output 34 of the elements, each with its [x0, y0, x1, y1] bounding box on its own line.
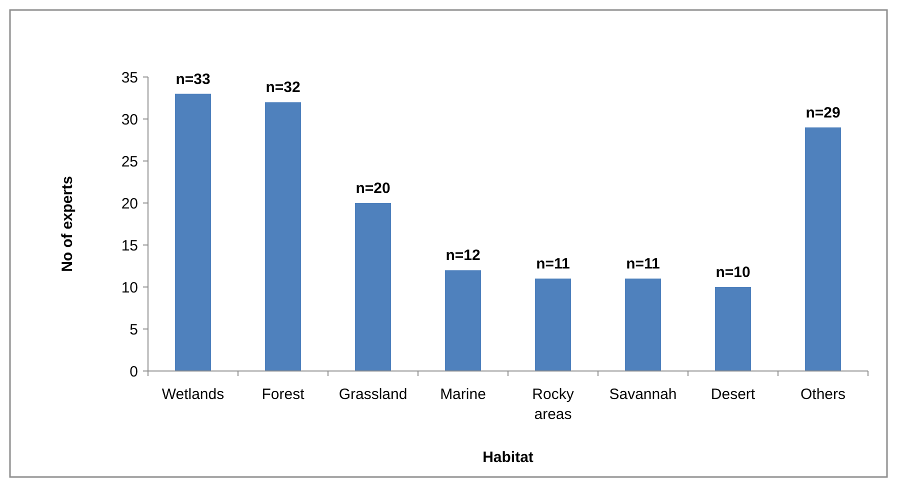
y-tick-label: 15	[121, 237, 138, 254]
bar	[265, 102, 301, 371]
data-label: n=12	[446, 247, 480, 264]
y-tick-label: 35	[121, 69, 138, 86]
data-label: n=10	[716, 264, 750, 281]
bar	[715, 287, 751, 371]
x-tick-label: Desert	[710, 386, 756, 403]
x-tick-label: Grassland	[338, 386, 408, 403]
bar	[805, 127, 841, 371]
x-tick-label: Rocky areas	[532, 386, 574, 423]
x-tick-label: Wetlands	[162, 386, 224, 403]
bar	[355, 203, 391, 371]
y-tick-label: 10	[121, 279, 138, 296]
x-tick-label: Savannah	[609, 386, 677, 403]
y-tick-label: 0	[130, 363, 138, 380]
data-label: n=32	[266, 79, 300, 96]
bar	[175, 94, 211, 371]
x-tick-label: Forest	[262, 386, 306, 403]
data-label: n=33	[176, 70, 210, 88]
bar	[535, 278, 571, 371]
data-label: n=20	[356, 180, 390, 197]
y-tick-label: 5	[130, 321, 138, 338]
y-tick-label: 30	[121, 111, 138, 128]
data-label: n=11	[536, 256, 570, 273]
data-label: n=29	[806, 104, 840, 122]
y-tick-label: 20	[121, 195, 138, 212]
y-axis-title: No of experts	[59, 176, 76, 272]
data-label: n=11	[626, 256, 660, 273]
x-tick-label: Others	[800, 386, 846, 403]
x-tick-label: Marine	[440, 386, 486, 403]
x-axis-title: Habitat	[482, 449, 534, 466]
bar	[625, 278, 661, 371]
y-tick-label: 25	[121, 153, 138, 170]
bar	[445, 270, 481, 371]
